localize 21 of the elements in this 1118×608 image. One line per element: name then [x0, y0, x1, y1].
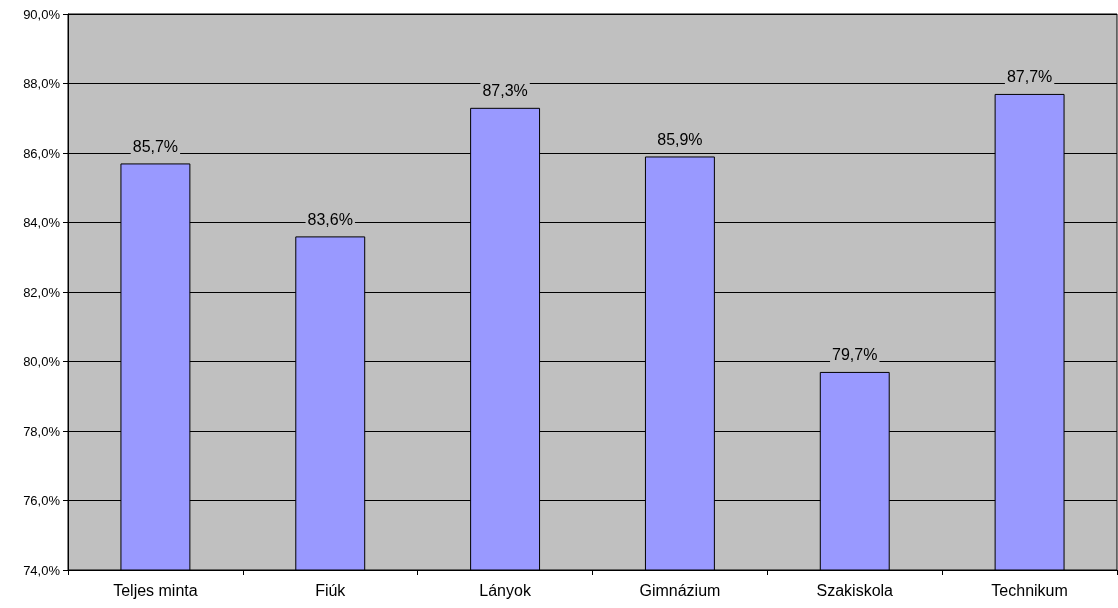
data-label: 85,7% — [132, 137, 179, 155]
y-tick-label: 88,0% — [23, 76, 61, 91]
x-tick-label: Lányok — [479, 581, 532, 599]
y-tick-label: 82,0% — [23, 284, 61, 300]
x-tick-label: Szakiskola — [816, 581, 894, 599]
x-tick-label: Gimnázium — [639, 581, 721, 599]
y-tick-label: 74,0% — [23, 562, 61, 578]
data-label: 87,3% — [482, 82, 528, 100]
data-label: 83,6% — [307, 210, 353, 228]
data-label: 85,9% — [657, 130, 703, 148]
y-tick-label: 90,0% — [23, 6, 61, 22]
y-tick-label: 76,0% — [23, 493, 61, 508]
x-tick-label: Teljes minta — [113, 581, 198, 599]
y-tick-label: 78,0% — [23, 423, 61, 439]
data-label: 79,7% — [832, 346, 878, 364]
x-tick-label: Technikum — [991, 581, 1068, 599]
y-tick-label: 80,0% — [23, 354, 61, 369]
x-tick-label: Fiúk — [315, 581, 347, 599]
y-tick-label: 84,0% — [23, 215, 61, 230]
y-tick-label: 86,0% — [23, 145, 61, 161]
data-label: 87,7% — [1006, 68, 1053, 86]
